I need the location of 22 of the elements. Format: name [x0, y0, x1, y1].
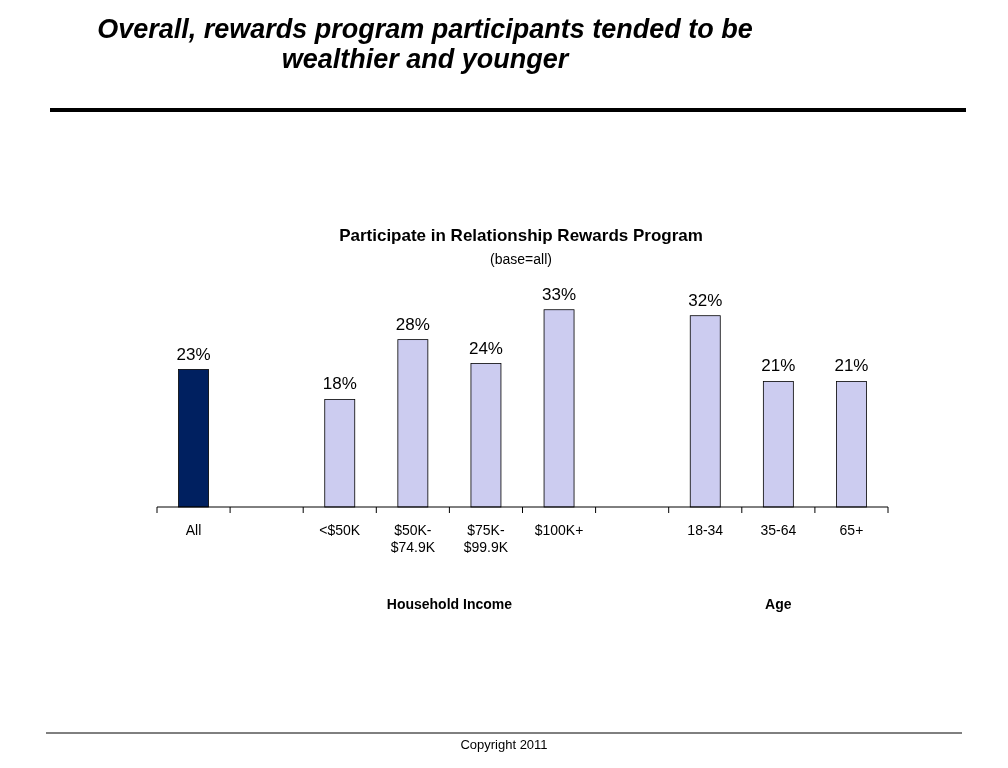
x-tick-label: $50K-$74.9K: [390, 522, 436, 555]
data-label: 32%: [688, 290, 723, 310]
x-tick-label: 65+: [839, 522, 864, 538]
data-label: 21%: [834, 356, 869, 376]
data-label: 28%: [395, 314, 430, 334]
data-label: 21%: [761, 356, 796, 376]
x-tick-label: 35-64: [760, 522, 797, 538]
text: Copyright 2011: [460, 737, 548, 752]
chart-subtitle: Participate in Relationship Rewards Program: [339, 226, 703, 245]
data-label: 24%: [468, 338, 503, 358]
x-tick-label: $75K-$99.9K: [463, 522, 509, 555]
x-tick-label: All: [185, 522, 202, 538]
text: Age: [765, 596, 792, 612]
data-label: 23%: [176, 344, 211, 364]
x-tick-label: <$50K: [319, 522, 361, 538]
data-label: 33%: [542, 284, 577, 304]
text: Household Income: [386, 596, 513, 612]
data-label: 18%: [322, 374, 357, 394]
x-tick-label: 18-34: [687, 522, 724, 538]
chart-title: Overall, rewards program participants tended to be wealthier and younger: [97, 14, 753, 74]
x-tick-label: $100K+: [534, 522, 584, 538]
text: (base=all): [490, 251, 552, 267]
